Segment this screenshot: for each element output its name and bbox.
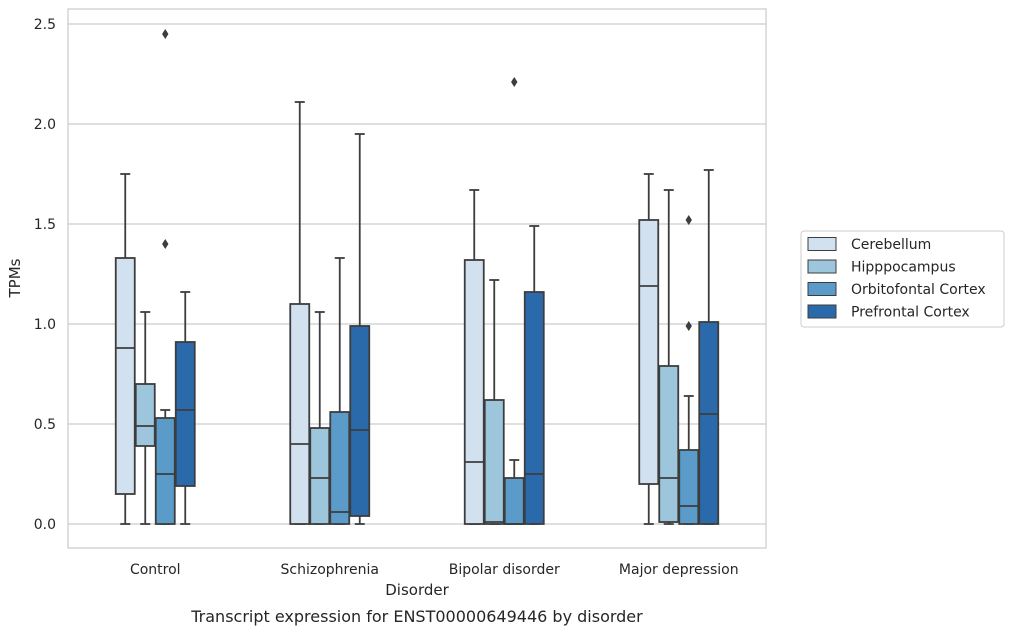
box-cerebellum: [638, 173, 660, 525]
x-tick-label: Schizophrenia: [281, 562, 379, 578]
box-body: [678, 449, 700, 525]
y-tick-label: 2.0: [34, 117, 56, 133]
legend-entry: Orbitofontal Cortex: [851, 282, 986, 298]
box-body: [658, 365, 680, 523]
y-tick-label: 2.5: [34, 17, 56, 33]
box-orbitofontal-cortex: [154, 29, 176, 525]
x-axis-label: Disorder: [385, 581, 449, 599]
outlier-marker: [685, 215, 692, 225]
box-cerebellum: [114, 173, 136, 525]
box-orbitofontal-cortex: [329, 257, 351, 525]
box-prefrontal-cortex: [349, 133, 371, 525]
y-tick-label: 0.0: [34, 517, 56, 533]
y-tick-label: 1.5: [34, 217, 56, 233]
box-cerebellum: [463, 189, 485, 525]
box-body: [463, 259, 485, 525]
box-body: [349, 325, 371, 517]
y-axis-label: TPMs: [6, 258, 24, 298]
box-hipppocampus: [483, 279, 505, 525]
box-body: [483, 399, 505, 525]
x-tick-labels: Control Schizophrenia Bipolar disorder Majo…: [130, 562, 739, 578]
legend-swatch: [807, 304, 837, 319]
legend-entry: Hipppocampus: [851, 260, 956, 276]
box-cerebellum: [289, 101, 311, 525]
legend-swatch: [807, 237, 837, 251]
x-tick-label: Control: [130, 562, 181, 578]
chart-caption: Transcript expression for ENST0000064944…: [190, 607, 643, 626]
y-tick-labels: 0.0 0.5 1.0 1.5 2.0 2.5: [34, 17, 56, 533]
outlier-marker: [685, 321, 692, 331]
box-body: [289, 303, 311, 525]
y-tick-label: 1.0: [34, 317, 56, 333]
legend: Cerebellum Hipppocampus Orbitofontal Corte…: [800, 230, 1005, 328]
box-body: [329, 411, 351, 525]
outlier-marker: [162, 29, 169, 39]
box-body: [134, 383, 156, 447]
box-body: [114, 257, 136, 495]
legend-swatch: [807, 282, 837, 296]
x-tick-label: Bipolar disorder: [449, 562, 560, 578]
box-body: [174, 341, 196, 487]
box-hipppocampus: [658, 189, 680, 525]
outlier-marker: [162, 239, 169, 249]
y-tick-label: 0.5: [34, 417, 56, 433]
box-orbitofontal-cortex: [678, 215, 700, 525]
box-body: [309, 427, 331, 525]
box-body: [638, 219, 660, 485]
legend-entry: Prefrontal Cortex: [851, 305, 970, 321]
box-hipppocampus: [309, 311, 331, 525]
box-hipppocampus: [134, 311, 156, 525]
outlier-marker: [511, 77, 518, 87]
x-tick-label: Major depression: [619, 562, 739, 578]
box-plots: [114, 29, 720, 525]
legend-frame: [800, 230, 1005, 328]
legend-entry: Cerebellum: [851, 237, 931, 253]
box-body: [698, 321, 720, 525]
box-body: [503, 477, 525, 525]
legend-swatch: [807, 259, 837, 274]
box-prefrontal-cortex: [698, 169, 720, 525]
box-body: [523, 291, 545, 525]
box-prefrontal-cortex: [523, 225, 545, 525]
box-body: [154, 417, 176, 525]
box-prefrontal-cortex: [174, 291, 196, 525]
box-orbitofontal-cortex: [503, 77, 525, 525]
